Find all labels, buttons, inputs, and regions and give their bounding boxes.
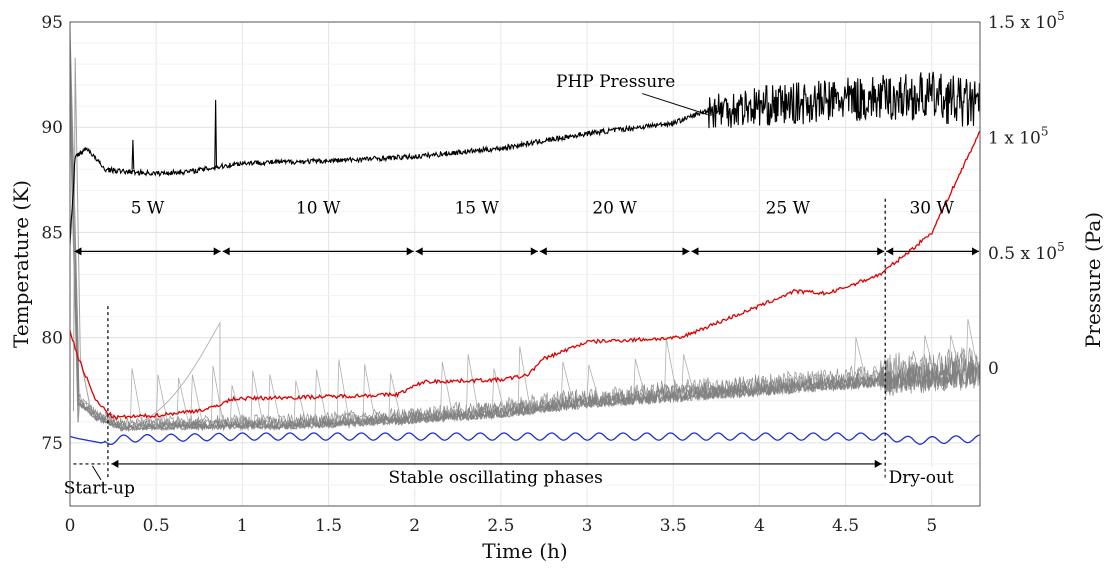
php-pressure-label: PHP Pressure — [556, 72, 675, 92]
y-left-tick-label: 75 — [41, 434, 63, 454]
phase-arrow-head-right — [682, 247, 690, 256]
series-spike — [633, 358, 646, 398]
series-blue-line — [69, 432, 980, 446]
phase-arrow-head-left — [539, 247, 547, 256]
series-spike — [131, 321, 221, 427]
x-tick-label: 3.5 — [660, 516, 687, 536]
series-spike — [517, 346, 531, 410]
stable-label-background — [385, 466, 606, 489]
phase-arrow-head-right — [530, 247, 538, 256]
y-right-tick-exponent: 5 — [1057, 9, 1065, 23]
phase-arrow-head-right — [213, 247, 221, 256]
series-spike — [176, 377, 190, 425]
phase-arrow-head-left — [74, 247, 82, 256]
x-tick-label: 4.5 — [832, 516, 859, 536]
y-right-tick-exponent: 5 — [1057, 240, 1065, 254]
series-spike — [560, 361, 574, 404]
y-right-axis-title: Pressure (Pa) — [1081, 212, 1105, 348]
y-left-tick-label: 80 — [41, 329, 63, 349]
x-tick-label: 0 — [65, 516, 76, 536]
y-left-tick-labels: 75 80 85 90 95 — [41, 13, 63, 454]
series-startup-spike — [72, 57, 92, 412]
series-spike — [388, 373, 402, 420]
series-spike — [155, 374, 169, 426]
y-right-tick-exponent: 5 — [1041, 124, 1049, 138]
series-spike — [314, 369, 328, 423]
series-layer — [69, 21, 981, 446]
y-left-tick-label: 85 — [41, 223, 63, 243]
y-right-tick-label: 1 x 105 — [988, 124, 1048, 148]
x-tick-label: 1.5 — [315, 516, 342, 536]
series-spike — [190, 374, 204, 425]
dryout-label: Dry-out — [889, 468, 954, 488]
series-spike — [922, 335, 936, 377]
x-tick-label: 4 — [754, 516, 765, 536]
stable-arrow-head-right — [874, 459, 882, 468]
series-spike — [853, 337, 867, 382]
x-tick-labels: 0 0.5 1 1.5 2 2.5 3 3.5 4 4.5 5 — [65, 516, 938, 536]
plot-frame — [69, 21, 981, 507]
startup-label: Start-up — [64, 478, 135, 498]
phase-arrow-head-right — [406, 247, 414, 256]
x-tick-label: 2 — [409, 516, 420, 536]
series-spike — [250, 370, 264, 424]
phase-arrow-head-left — [415, 247, 423, 256]
x-tick-label: 1 — [237, 516, 248, 536]
series-spike — [586, 364, 600, 401]
series-spike — [664, 338, 678, 396]
series-spike — [440, 361, 453, 416]
series-spike — [362, 364, 376, 421]
phase-label: 15 W — [454, 198, 499, 218]
y-left-tick-label: 95 — [41, 13, 63, 33]
series-spike — [948, 334, 962, 375]
phase-arrow-head-left — [886, 247, 894, 256]
dryout-label-background — [885, 466, 957, 489]
x-tick-label: 5 — [926, 516, 937, 536]
y-left-axis-title: Temperature (K) — [9, 180, 33, 348]
series-spike — [267, 374, 281, 424]
series-php-pressure-spike — [214, 99, 218, 168]
startup-leader — [91, 465, 102, 481]
phase-label: 10 W — [296, 198, 341, 218]
series-spike — [336, 359, 350, 422]
x-tick-label: 0.5 — [143, 516, 170, 536]
phase-label: 20 W — [592, 198, 637, 218]
phase-arrow-head-left — [691, 247, 699, 256]
series-spike — [129, 368, 143, 426]
php-pressure-leader — [642, 93, 708, 116]
series-thermocouple-line — [69, 21, 981, 429]
x-tick-label: 3 — [582, 516, 593, 536]
series-spike — [229, 384, 243, 425]
series-php-pressure-line — [69, 71, 981, 246]
phase-arrow-head-left — [222, 247, 230, 256]
phase-arrow-head-right — [877, 247, 885, 256]
y-left-tick-label: 90 — [41, 118, 63, 138]
series-spike — [491, 368, 505, 412]
series-spike — [293, 380, 307, 424]
series-php-pressure-spike — [131, 139, 135, 170]
stable-arrow-head-left — [111, 459, 119, 468]
phase-label: 25 W — [766, 198, 811, 218]
phase-arrow-head-right — [972, 247, 979, 256]
y-right-tick-label: 0.5 x 105 — [988, 240, 1065, 264]
y-right-tick-label: 1.5 x 105 — [988, 9, 1065, 33]
stable-label: Stable oscillating phases — [389, 468, 603, 488]
series-spike — [681, 354, 695, 394]
phase-label: 5 W — [131, 198, 165, 218]
x-tick-label: 2.5 — [487, 516, 514, 536]
series-red-line — [69, 130, 981, 421]
phase-label: 30 W — [909, 198, 954, 218]
x-axis-title: Time (h) — [482, 539, 567, 563]
y-right-tick-label: 0 — [988, 359, 999, 379]
y-right-tick-labels: 0 0.5 x 105 1 x 105 1.5 x 105 — [988, 9, 1065, 379]
series-spike — [965, 318, 979, 373]
annotations-layer: 5 W 10 W 15 W 20 W 25 W 30 W Stable oscillatin… — [64, 72, 979, 498]
series-spike — [466, 354, 479, 414]
